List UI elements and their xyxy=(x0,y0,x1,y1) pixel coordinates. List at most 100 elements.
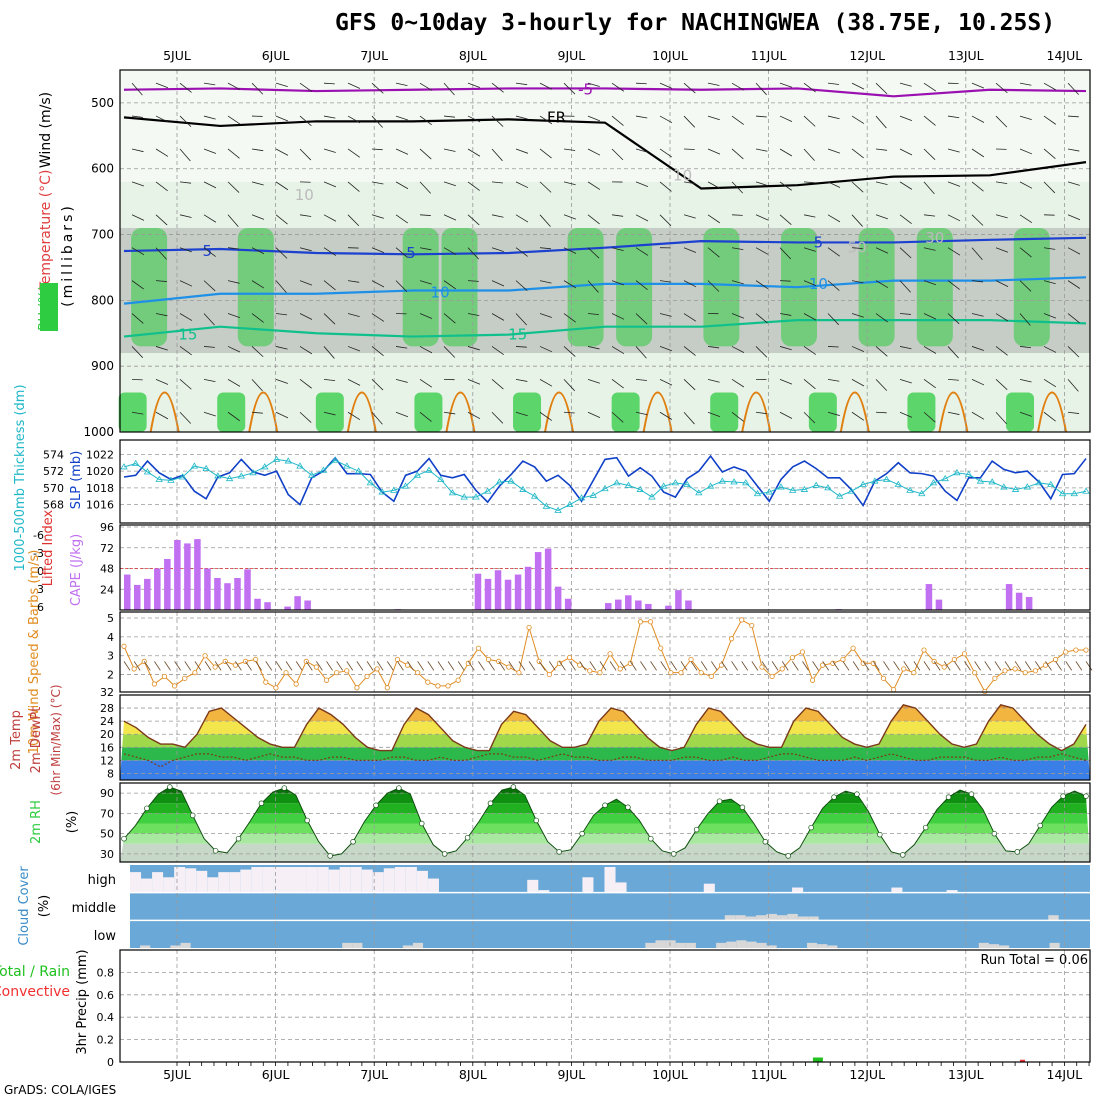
wind-barb xyxy=(539,82,553,90)
thickness-point xyxy=(190,462,199,469)
wind-barb xyxy=(395,411,409,418)
wind-barb-10m xyxy=(700,661,708,671)
wind-speed-point xyxy=(597,670,603,676)
thickness-point xyxy=(507,477,515,484)
wind-barb xyxy=(251,82,264,95)
cloud-bar-high xyxy=(582,877,594,893)
wind-barb xyxy=(443,214,457,221)
wind-barb xyxy=(683,346,696,356)
wind-barb xyxy=(1043,280,1056,285)
wind-barb-10m xyxy=(123,661,131,671)
wind-barb xyxy=(1043,411,1056,422)
wind-barb xyxy=(899,247,912,259)
wind-barb xyxy=(515,148,529,154)
wind-barb xyxy=(683,115,696,128)
wind-barb xyxy=(731,181,744,194)
wind-barb xyxy=(587,378,600,384)
wind-barb xyxy=(923,346,937,354)
wind-barb-10m xyxy=(1065,661,1073,671)
cloud-bar-middle xyxy=(745,916,757,921)
wind-barb xyxy=(227,346,241,353)
wind-barb xyxy=(659,148,673,158)
wind-barb xyxy=(515,280,528,292)
wind-speed-point xyxy=(455,677,461,683)
wind-barb xyxy=(755,148,768,152)
wind-barb xyxy=(491,247,504,253)
wind-barb xyxy=(1043,346,1057,353)
wind-barb-10m xyxy=(538,661,546,671)
wind-barb xyxy=(443,148,456,152)
precip-tick-label: 0.2 xyxy=(97,1034,115,1047)
orange-isotherm-dome xyxy=(544,391,575,433)
cloud-bar-high xyxy=(891,887,903,893)
cape-bar xyxy=(474,573,482,610)
wind-barb xyxy=(179,411,192,424)
wind-barb xyxy=(347,181,360,192)
thickness-point xyxy=(753,489,762,497)
wind-barb xyxy=(323,148,336,153)
precip-tick-label: 0.4 xyxy=(97,1011,115,1024)
wind-barb xyxy=(179,280,193,287)
cape-axis-label: CAPE (J/kg) xyxy=(69,534,84,606)
rh-point xyxy=(670,851,677,857)
wind-speed-point xyxy=(496,658,502,664)
wind-barb xyxy=(611,313,625,320)
rh-moist-plume xyxy=(567,227,604,347)
thickness-point xyxy=(871,477,879,484)
wind-barb xyxy=(419,346,433,354)
thickness-point xyxy=(120,463,128,470)
wind-barb xyxy=(971,247,983,260)
rh-color-band xyxy=(120,803,1090,814)
wind-barb xyxy=(467,378,481,385)
rh-point xyxy=(831,794,837,800)
wind-barb xyxy=(419,214,431,216)
wind-barb xyxy=(131,411,144,415)
wind-barb xyxy=(347,214,360,227)
wind-speed-point xyxy=(972,670,978,676)
date-label-top: 7JUL xyxy=(360,48,388,63)
cloud-bar-high xyxy=(295,867,307,893)
temp-tick-label: 8 xyxy=(107,767,114,780)
thickness-point xyxy=(718,477,727,484)
wind-barb xyxy=(827,378,840,382)
thickness-point xyxy=(202,464,210,472)
wind-barb xyxy=(1043,148,1056,159)
wind-barb xyxy=(1043,379,1057,388)
thickness-point xyxy=(343,462,351,469)
precip-tick-label: 0.8 xyxy=(97,966,115,979)
wind-speed-point xyxy=(1032,668,1038,674)
wind-speed-point xyxy=(394,656,401,663)
rh-tick-label: 70 xyxy=(100,807,114,820)
wind-barb-10m xyxy=(275,661,283,671)
thickness-point xyxy=(378,488,386,495)
wind-barb xyxy=(971,313,984,317)
wind-speed-point xyxy=(566,654,573,661)
thickness-point xyxy=(624,481,633,488)
wind-barb-10m xyxy=(954,661,961,671)
thickness-point xyxy=(425,466,433,473)
wind-barbs xyxy=(131,82,1081,425)
wind-barb xyxy=(851,148,864,159)
wind-barb xyxy=(755,346,768,358)
cloud-bar-middle xyxy=(808,916,819,921)
wind-barb xyxy=(755,247,769,255)
cape-bar xyxy=(514,574,522,610)
wind-barb-10m xyxy=(609,661,617,671)
cloud-bar-high xyxy=(284,867,296,893)
wind-speed-point xyxy=(1022,670,1028,676)
wind-barb xyxy=(923,411,936,423)
wind-barb xyxy=(587,214,600,225)
wind-barb xyxy=(179,379,192,390)
wind-barb xyxy=(779,378,793,385)
cape-bar xyxy=(1025,597,1033,610)
wind-speed-point xyxy=(890,687,897,693)
wind-barb xyxy=(491,411,504,424)
orange-isotherm-dome xyxy=(938,391,969,433)
li-tick-label: 0 xyxy=(37,565,44,578)
wind-speed-point xyxy=(425,679,431,685)
rh-point xyxy=(396,785,402,791)
wind-barb-10m xyxy=(214,661,222,671)
cloud-bar-low xyxy=(756,942,767,948)
rh-color-band xyxy=(120,813,1090,824)
wind-barb xyxy=(323,346,335,359)
